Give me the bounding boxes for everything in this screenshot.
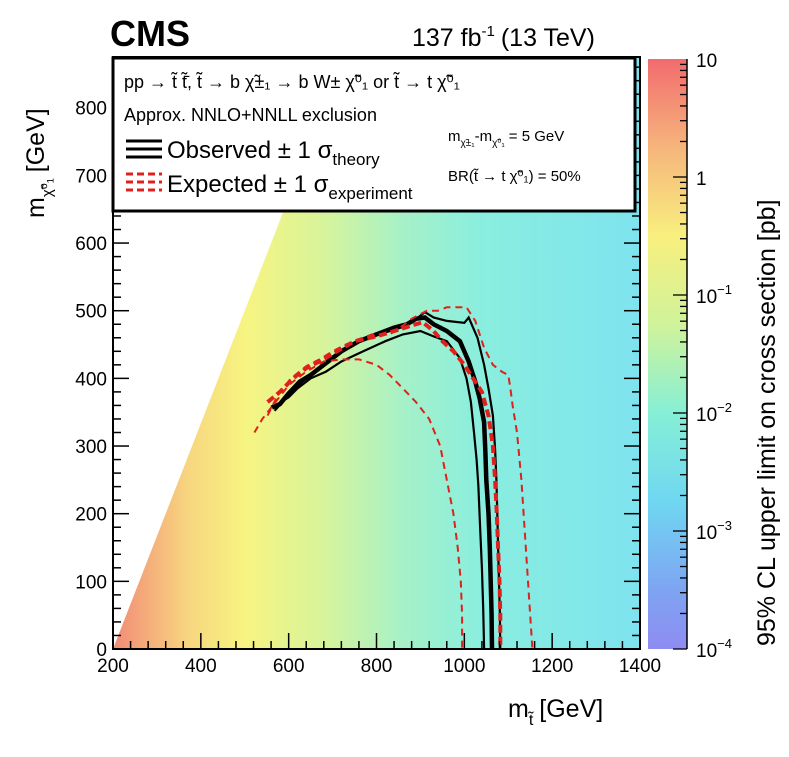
- expected-central-contour-3: [266, 319, 503, 649]
- experiment-label: CMS: [110, 13, 190, 54]
- y-tick-label: 0: [96, 640, 107, 661]
- y-tick-label: 700: [75, 166, 107, 187]
- legend-branching-ratio: BR(t̃ → t χ̃⁰₁) = 50%: [448, 168, 581, 185]
- x-tick-label: 1400: [619, 656, 661, 677]
- expected-band-contour-4: [266, 306, 534, 649]
- z-tick-label: 1: [696, 169, 707, 190]
- expected-band-contour-5: [253, 358, 464, 649]
- y-tick-label: 200: [75, 505, 107, 526]
- x-tick-label: 600: [273, 656, 305, 677]
- legend-observed: Observed ± 1 σtheory: [167, 137, 380, 169]
- observed-band-contour-2: [270, 329, 486, 649]
- z-tick-label: 10−2: [696, 400, 732, 426]
- z-tick-label: 10: [696, 51, 717, 72]
- y-tick-label: 800: [75, 99, 107, 120]
- legend-expected: Expected ± 1 σexperiment: [167, 171, 413, 203]
- z-tick-label: 10−3: [696, 518, 732, 544]
- y-tick-label: 300: [75, 437, 107, 458]
- x-axis-title: mt̃ [GeV]: [508, 695, 603, 729]
- legend-exclusion: Approx. NNLO+NNLL exclusion: [124, 105, 377, 125]
- y-tick-label: 600: [75, 234, 107, 255]
- luminosity-label: 137 fb-1 (13 TeV): [412, 23, 595, 52]
- plot-axes: 200 400 600 800 1000 1200 1400 0 100 200 300 400 500…: [75, 56, 661, 677]
- y-tick-label: 100: [75, 572, 107, 593]
- x-tick-label: 200: [97, 656, 129, 677]
- x-tick-label: 1000: [443, 656, 485, 677]
- z-tick-label: 10−4: [696, 636, 732, 662]
- x-tick-label: 1200: [531, 656, 573, 677]
- legend: pp → t̃ t̃̄, t̃ → b χ̃±₁ → b W± χ̃⁰₁ or …: [111, 56, 637, 213]
- y-tick-label: 400: [75, 369, 107, 390]
- x-tick-label: 400: [185, 656, 217, 677]
- legend-process: pp → t̃ t̃̄, t̃ → b χ̃±₁ → b W± χ̃⁰₁ or …: [124, 72, 460, 92]
- y-tick-label: 500: [75, 302, 107, 323]
- legend-mass-difference: mχ̃±₁-mχ̃⁰₁ = 5 GeV: [448, 128, 564, 149]
- z-tick-label: 10−1: [696, 282, 732, 308]
- y-axis-title: mχ̃⁰₁[GeV]: [22, 108, 56, 218]
- x-tick-label: 800: [361, 656, 393, 677]
- z-axis-title: 95% CL upper limit on cross section [pb]: [753, 199, 781, 646]
- color-scale-ticks: 10 1 10−1 10−2 10−3 10−4: [673, 51, 732, 662]
- observed-band-contour-1: [273, 310, 502, 649]
- exclusion-contours: [253, 306, 534, 649]
- color-scale-bar: [648, 59, 687, 649]
